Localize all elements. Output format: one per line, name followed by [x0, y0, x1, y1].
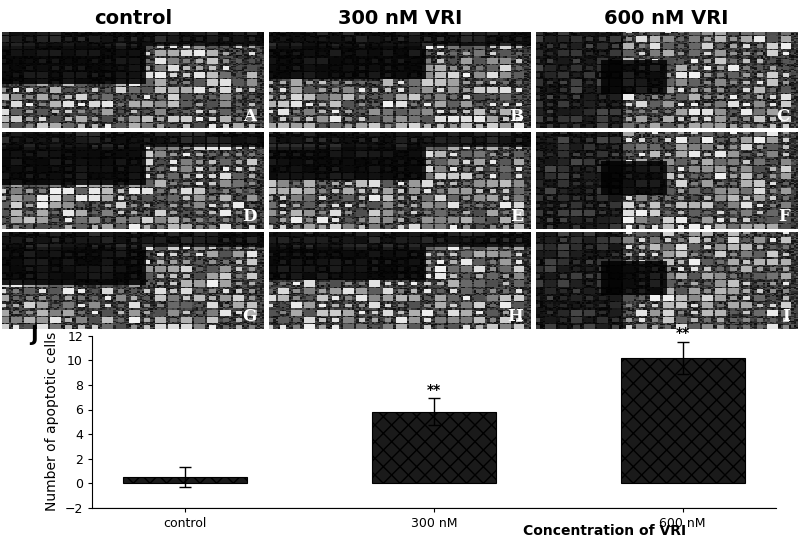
Bar	[621, 358, 745, 483]
Text: B: B	[509, 108, 523, 124]
Text: **: **	[676, 326, 690, 340]
Text: D: D	[242, 207, 257, 225]
Text: E: E	[510, 207, 523, 225]
Text: 600 nM VRI: 600 nM VRI	[605, 9, 729, 28]
Text: 300 nM VRI: 300 nM VRI	[338, 9, 462, 28]
Text: A: A	[243, 108, 257, 124]
Text: J: J	[30, 325, 38, 346]
Text: control: control	[94, 9, 172, 28]
Y-axis label: Number of apoptotic cells: Number of apoptotic cells	[45, 332, 59, 512]
Text: G: G	[242, 308, 257, 325]
Text: F: F	[778, 207, 790, 225]
Text: Concentration of VRI: Concentration of VRI	[523, 524, 686, 538]
Bar	[123, 477, 247, 483]
Text: C: C	[777, 108, 790, 124]
Text: **: **	[427, 383, 441, 396]
Bar	[372, 412, 496, 483]
Text: H: H	[507, 308, 523, 325]
Text: I: I	[782, 308, 790, 325]
